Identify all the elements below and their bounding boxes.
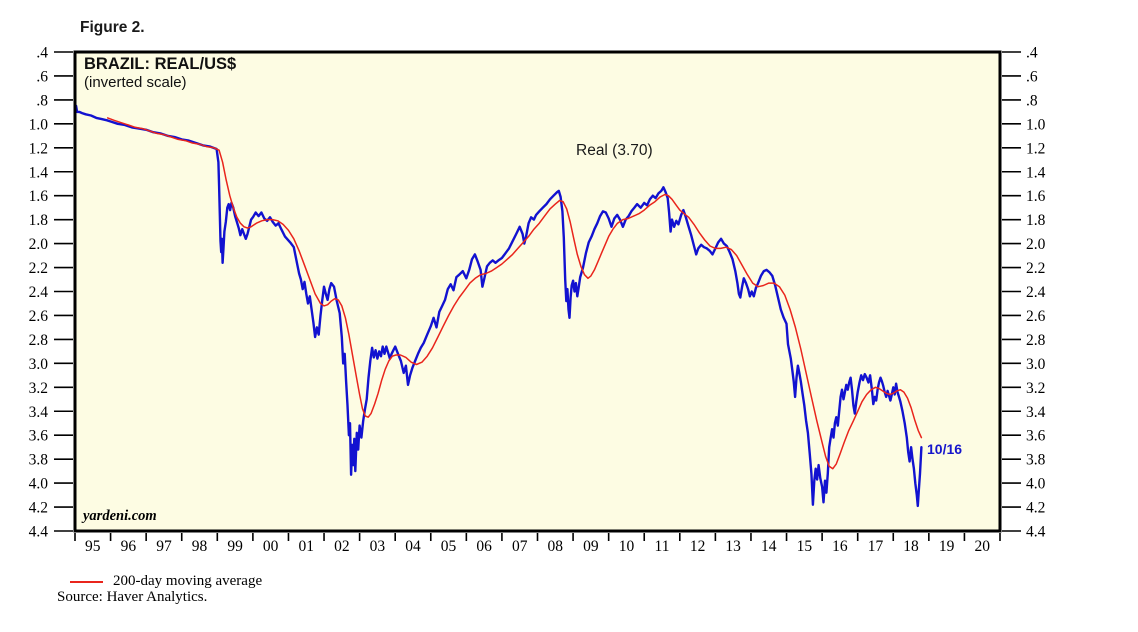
ma-line-swatch — [70, 580, 103, 583]
y-axis-label-left: 2.6 — [29, 308, 49, 325]
x-axis-year-label: 20 — [974, 538, 990, 555]
chart-subtitle: (inverted scale) — [84, 74, 187, 91]
y-axis-label-left: .6 — [36, 68, 48, 85]
x-axis-year-label: 04 — [405, 538, 421, 555]
moving-average-line — [106, 117, 923, 470]
y-axis-label-left: 2.2 — [29, 260, 48, 277]
x-axis-year-label: 08 — [548, 538, 564, 555]
x-axis-year-label: 19 — [939, 538, 955, 555]
x-axis-year-label: 12 — [690, 538, 706, 555]
x-axis-year-label: 10 — [619, 538, 635, 555]
x-axis-year-label: 02 — [334, 538, 350, 555]
x-axis-year-label: 13 — [725, 538, 741, 555]
y-axis-label-left: 1.0 — [29, 116, 49, 133]
y-axis-label-right: .6 — [1026, 68, 1038, 85]
y-axis-label-right: 3.2 — [1026, 380, 1045, 397]
y-axis-label-right: 2.6 — [1026, 308, 1046, 325]
plot-background — [75, 52, 1000, 531]
x-axis-year-label: 95 — [85, 538, 101, 555]
x-axis-year-label: 01 — [299, 538, 315, 555]
x-axis-year-label: 03 — [370, 538, 386, 555]
y-axis-label-right: 3.6 — [1026, 428, 1046, 445]
y-axis-label-left: .4 — [36, 45, 48, 62]
x-axis-year-label: 07 — [512, 538, 528, 555]
y-axis-label-left: 4.2 — [29, 500, 48, 517]
y-axis-label-right: 1.6 — [1026, 188, 1046, 205]
watermark-yardeni: yardeni.com — [83, 508, 157, 524]
y-axis-label-left: 1.6 — [29, 188, 49, 205]
source-note: Source: Haver Analytics. — [57, 589, 208, 605]
y-axis-label-right: 1.2 — [1026, 140, 1045, 157]
chart-title: BRAZIL: REAL/US$ — [84, 55, 237, 73]
y-axis-label-right: 1.4 — [1026, 164, 1046, 181]
x-axis-year-label: 14 — [761, 538, 777, 555]
y-axis-label-left: 3.6 — [29, 428, 49, 445]
x-axis-year-label: 00 — [263, 538, 279, 555]
x-axis-year-label: 99 — [227, 538, 243, 555]
y-axis-label-left: 1.8 — [29, 212, 49, 229]
x-axis-year-label: 09 — [583, 538, 599, 555]
y-axis-label-right: 1.8 — [1026, 212, 1046, 229]
ma-legend-label: 200-day moving average — [113, 573, 263, 589]
y-axis-label-left: 3.2 — [29, 380, 48, 397]
y-axis-label-right: 3.0 — [1026, 356, 1046, 373]
y-axis-label-left: 3.8 — [29, 452, 49, 469]
x-axis-year-label: 11 — [655, 538, 670, 555]
y-axis-label-right: 2.0 — [1026, 236, 1046, 253]
x-axis-year-label: 98 — [192, 538, 208, 555]
series-value-annotation: Real (3.70) — [576, 142, 653, 159]
y-axis-label-right: 4.2 — [1026, 500, 1045, 517]
x-axis-year-label: 17 — [868, 538, 884, 555]
x-axis-year-label: 05 — [441, 538, 457, 555]
y-axis-label-right: 1.0 — [1026, 116, 1046, 133]
y-axis-label-left: 2.8 — [29, 332, 49, 349]
x-axis-year-label: 16 — [832, 538, 848, 555]
x-axis-year-label: 96 — [121, 538, 137, 555]
y-axis-label-right: .4 — [1026, 45, 1038, 62]
y-axis-label-left: 1.4 — [29, 164, 49, 181]
y-axis-label-right: 2.4 — [1026, 284, 1046, 301]
y-axis-label-right: 3.8 — [1026, 452, 1046, 469]
legend: 200-day moving average — [70, 573, 262, 590]
y-axis-label-left: .8 — [36, 92, 48, 109]
y-axis-label-right: 2.8 — [1026, 332, 1046, 349]
y-axis-label-left: 3.0 — [29, 356, 49, 373]
x-axis-year-label: 97 — [156, 538, 172, 555]
y-axis-label-right: 4.0 — [1026, 476, 1046, 493]
latest-date-annotation: 10/16 — [927, 441, 963, 457]
y-axis-label-right: 4.4 — [1026, 524, 1046, 541]
plot-frame — [73, 50, 1002, 533]
y-axis-label-left: 3.4 — [29, 404, 49, 421]
x-axis-year-label: 15 — [797, 538, 813, 555]
y-axis-label-right: 2.2 — [1026, 260, 1045, 277]
y-axis-label-left: 1.2 — [29, 140, 48, 157]
x-axis-year-label: 06 — [476, 538, 492, 555]
y-axis-label-left: 2.4 — [29, 284, 49, 301]
y-axis-label-right: .8 — [1026, 92, 1038, 109]
y-axis-label-left: 4.4 — [29, 524, 49, 541]
y-axis-label-right: 3.4 — [1026, 404, 1046, 421]
x-axis-year-label: 18 — [903, 538, 919, 555]
y-axis-label-left: 2.0 — [29, 236, 49, 253]
y-axis-label-left: 4.0 — [29, 476, 49, 493]
real-spot-line — [73, 104, 923, 508]
figure-number-label: Figure 2. — [80, 19, 145, 36]
